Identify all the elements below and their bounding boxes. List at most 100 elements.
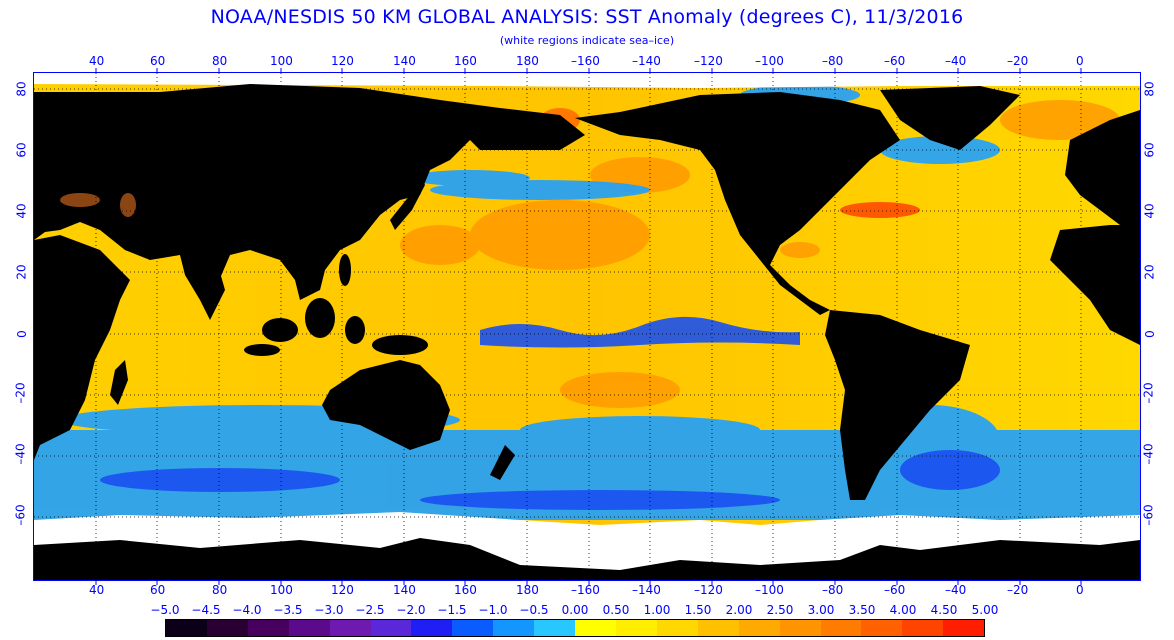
lat-label: 60 [1142,142,1157,158]
colorbar-label: 1.50 [684,603,712,617]
lon-label: –140 [632,583,661,597]
lon-label: 0 [1076,54,1084,68]
colorbar-swatch [861,620,903,636]
colorbar-label: −1.0 [478,603,508,617]
africa-horn-land [34,235,130,442]
colorbar-swatch [575,620,616,636]
lon-label: –80 [822,583,844,597]
lat-label: 20 [1142,264,1157,280]
india-land [180,255,225,320]
lat-label: –20 [1141,382,1156,404]
lon-label: 80 [212,54,228,68]
lon-label: 180 [516,54,539,68]
colorbar-label: 3.00 [807,603,835,617]
colorbar-swatch [779,620,821,636]
tick-marks [95,68,1082,585]
colorbar-label: −2.0 [396,603,426,617]
lat-label: 0 [1142,330,1157,338]
lon-label: –40 [945,583,967,597]
lon-label: –20 [1007,583,1029,597]
lat-label: 40 [1142,203,1157,219]
colorbar-swatch [370,620,412,636]
lon-label: 120 [331,54,354,68]
lat-label: 80 [14,81,29,97]
colorbar-swatch [902,620,944,636]
lat-label: 20 [14,264,29,280]
lon-label: 0 [1076,583,1084,597]
colorbar-swatch [656,620,698,636]
colorbar-label: 2.50 [766,603,794,617]
lon-label: 140 [393,54,416,68]
colorbar-label: 0.00 [561,603,589,617]
colorbar-legend [165,619,985,637]
lat-label: –40 [1141,443,1156,465]
graticule [34,73,1140,580]
colorbar-label: 3.50 [848,603,876,617]
colorbar-swatch [329,620,371,636]
aral-sea [120,193,136,217]
lon-label: 100 [270,54,293,68]
north-america-land [575,92,900,315]
sst-anomaly-map [33,68,1141,585]
west-africa-land [1050,225,1140,345]
map-subtitle: (white regions indicate sea–ice) [499,34,675,47]
greenland-land [880,86,1020,150]
colorbar-label: −3.0 [314,603,344,617]
colorbar-label: −3.5 [273,603,303,617]
lon-label: –80 [822,54,844,68]
colorbar-swatch [166,620,207,636]
lon-label: –140 [632,54,661,68]
lon-label: –60 [884,583,906,597]
lon-label: 100 [270,583,293,597]
lon-label: 120 [331,583,354,597]
lat-label: 40 [14,203,29,219]
japan-land [390,175,425,230]
lon-label: 60 [150,583,166,597]
colorbar-swatch [206,620,248,636]
lat-label: –40 [13,443,28,465]
colorbar-label: 1.00 [643,603,671,617]
colorbar-swatch [943,620,985,636]
caspian-sea [60,193,100,207]
colorbar-label: 0.50 [602,603,630,617]
colorbar-swatch [697,620,739,636]
lon-label: 40 [89,54,105,68]
lon-label: 160 [454,583,477,597]
colorbar-label: 2.00 [725,603,753,617]
lat-label: –60 [13,504,28,526]
colorbar-swatch [534,620,576,636]
lon-label: –20 [1007,54,1029,68]
colorbar-label: 4.50 [930,603,958,617]
colorbar-label: −5.0 [150,603,180,617]
colorbar-swatch [615,620,657,636]
south-america-land [825,310,970,500]
colorbar-label: −1.5 [437,603,467,617]
colorbar-label: −0.5 [519,603,549,617]
colorbar-swatch [493,620,535,636]
colorbar-label: −2.5 [355,603,385,617]
new-zealand-land [490,445,515,480]
map-title: NOAA/NESDIS 50 KM GLOBAL ANALYSIS: SST A… [210,6,964,28]
lon-label: –60 [884,54,906,68]
lat-label: 60 [14,142,29,158]
colorbar-swatch [452,620,494,636]
madagascar-land [110,360,128,405]
colorbar-label: −4.0 [232,603,262,617]
lon-label: 80 [212,583,228,597]
lon-label: –100 [755,583,784,597]
lat-label: –20 [13,382,28,404]
lon-label: 40 [89,583,105,597]
colorbar-swatch [288,620,330,636]
lon-label: –160 [571,583,600,597]
lon-label: 60 [150,54,166,68]
colorbar-swatch [247,620,289,636]
colorbar-label: −4.5 [191,603,221,617]
lon-label: 160 [454,54,477,68]
colorbar-swatch [411,620,453,636]
lon-label: –120 [694,54,723,68]
antarctica-land [34,538,1140,580]
lat-label: 80 [1142,81,1157,97]
europe-land [1065,110,1140,230]
lat-label: 0 [14,330,29,338]
arctic-region [34,73,1140,88]
